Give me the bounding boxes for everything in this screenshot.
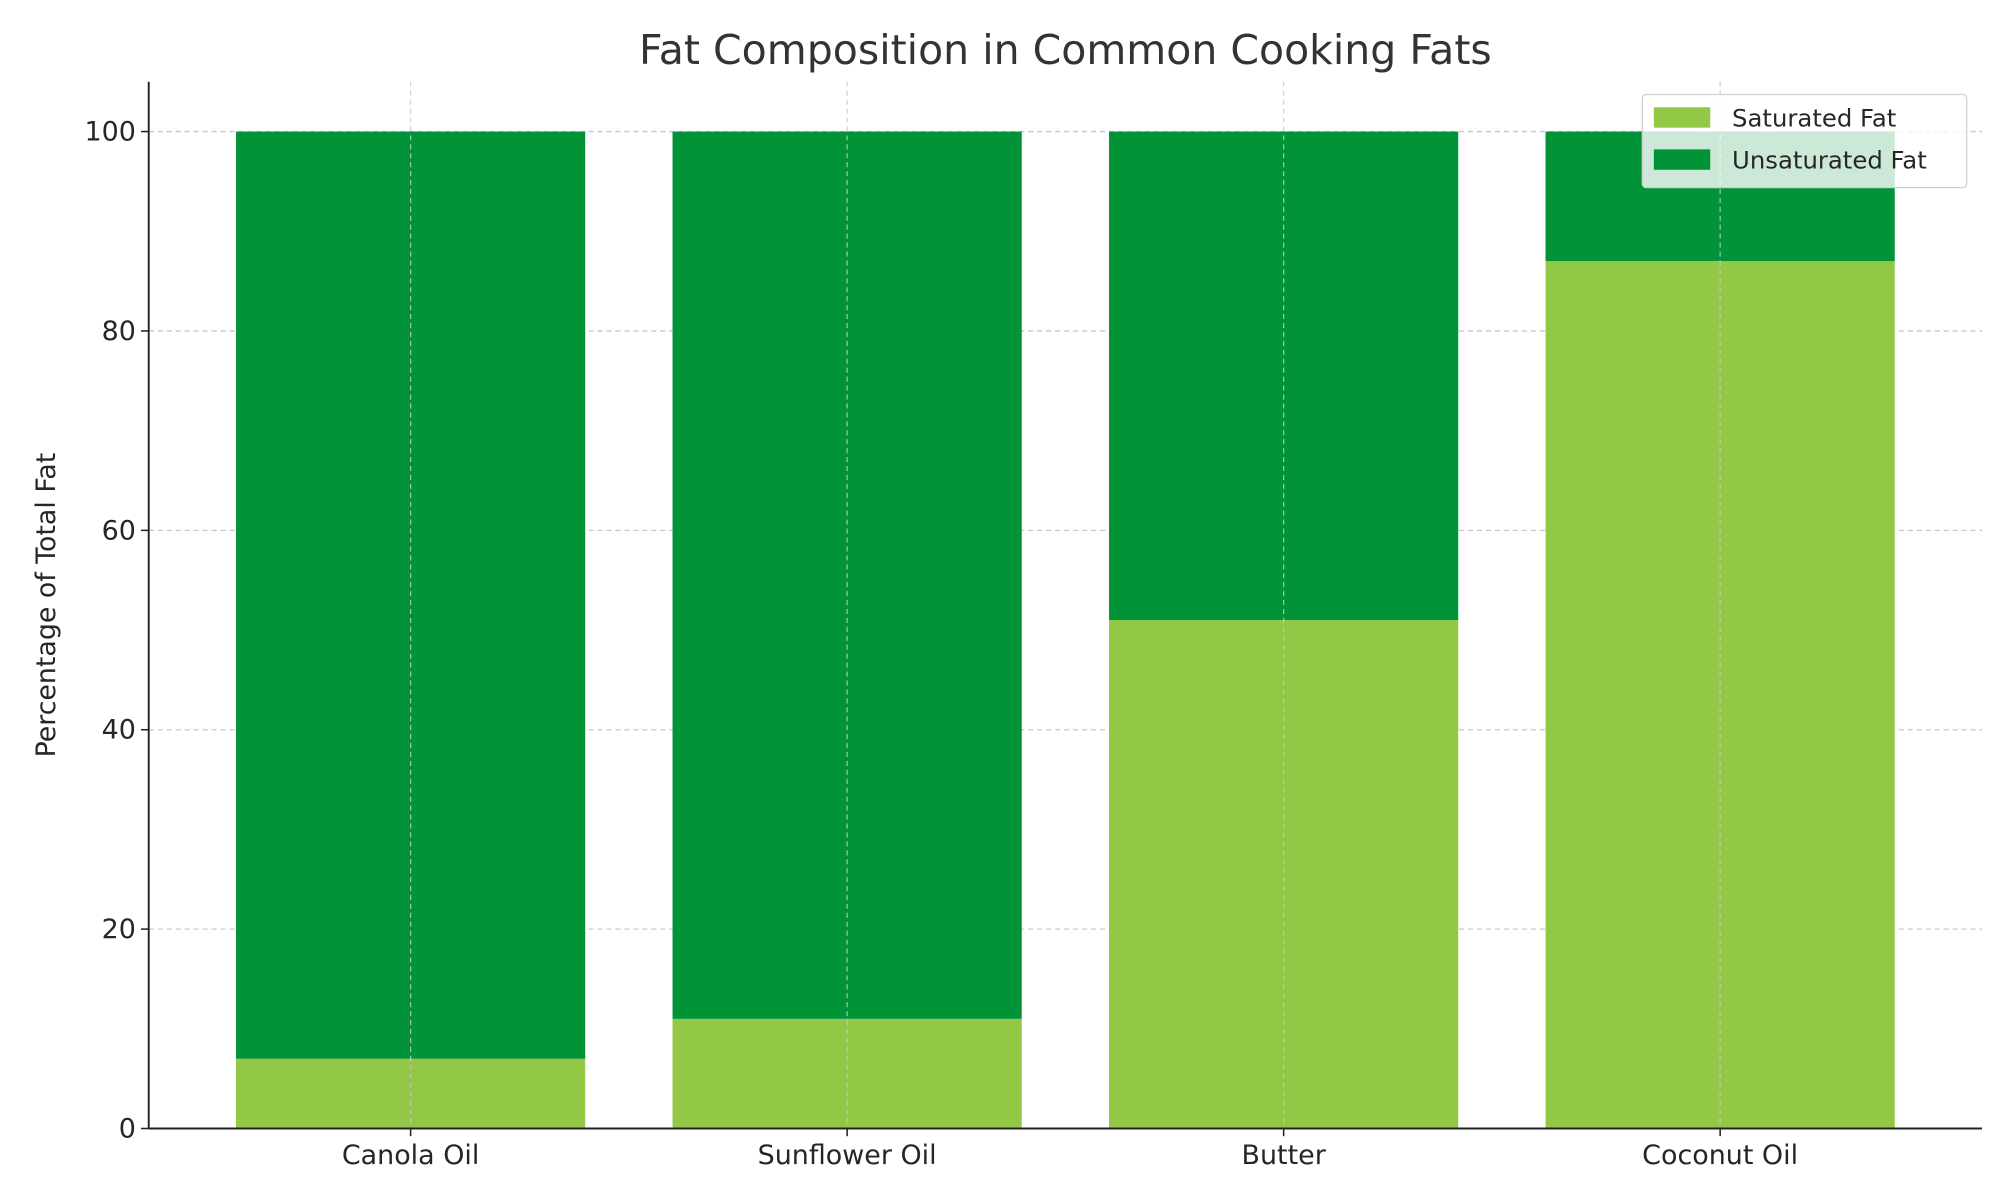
vertical-grid-lines [409,81,1721,1129]
legend-box [1641,93,1968,189]
y-tick-label: 80 [102,316,136,347]
y-tick-label: 60 [102,515,136,546]
x-tick-label: Coconut Oil [1642,1140,1798,1171]
bar-saturated-fat-butter [1109,620,1459,1129]
bar-saturated-fat-coconut-oil [1545,261,1895,1129]
chart-title: Fat Composition in Common Cooking Fats [639,26,1492,74]
bars [236,131,1895,1129]
x-ticks: Canola Oil Sunflower Oil Butter Coconut Oil [342,1128,1798,1171]
x-tick-label: Sunflower Oil [758,1140,937,1171]
legend-label: Saturated Fat [1732,103,1896,132]
y-ticks: 0 20 40 60 80 100 [85,117,149,1144]
x-tick-label: Butter [1242,1140,1327,1171]
y-tick-label: 40 [102,715,136,746]
legend-swatch [1653,107,1711,128]
y-axis-label: Percentage of Total Fat [31,453,62,758]
legend-label: Unsaturated Fat [1732,146,1927,175]
y-tick-label: 20 [102,914,136,945]
y-tick-label: 0 [119,1113,136,1144]
legend-swatch [1653,149,1711,170]
x-tick-label: Canola Oil [342,1140,479,1171]
y-tick-label: 100 [85,117,136,148]
legend: Saturated Fat Unsaturated Fat [1641,93,1968,189]
